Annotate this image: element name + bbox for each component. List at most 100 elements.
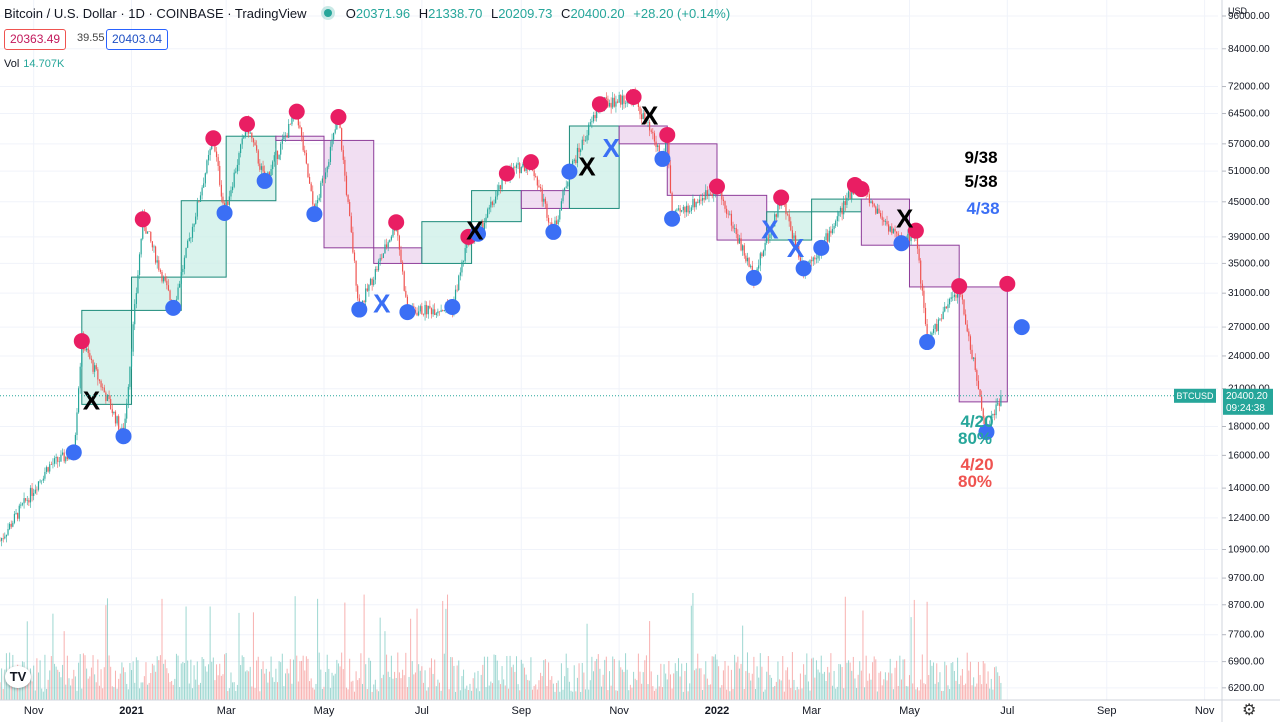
candle-body (368, 284, 370, 291)
volume-bar (276, 682, 278, 700)
volume-bar (355, 671, 357, 700)
candle-body (851, 190, 853, 199)
volume-bar (68, 678, 70, 700)
gear-icon[interactable]: ⚙ (1242, 702, 1257, 719)
candle-body (655, 141, 657, 147)
candle-body (204, 173, 206, 184)
volume-bar (997, 672, 999, 700)
candle-body (953, 294, 955, 297)
candle-body (665, 142, 667, 154)
volume-bar (114, 670, 116, 700)
volume-bar (734, 654, 736, 700)
volume-bar (706, 678, 708, 700)
volume-bar (639, 671, 641, 700)
candle-body (708, 193, 710, 197)
volume-bar (694, 670, 696, 700)
volume-bar (116, 688, 118, 700)
candle-body (798, 246, 800, 258)
volume-bar (751, 673, 753, 700)
volume-bar (820, 655, 822, 700)
high-marker (288, 103, 305, 120)
candle-body (58, 461, 60, 463)
volume-bar (442, 600, 444, 700)
volume-bar (677, 658, 679, 700)
volume-bar (819, 672, 821, 700)
candle-body (533, 170, 535, 177)
volume-bar (95, 682, 97, 700)
candle-body (883, 219, 885, 222)
volume-bar (647, 684, 649, 700)
candle-body (791, 230, 793, 239)
stat-top2: 5/38 (964, 172, 997, 191)
volume-bar (936, 663, 938, 700)
candle-body (884, 221, 887, 222)
volume-bar (504, 685, 506, 700)
volume-bar (710, 684, 712, 700)
volume-bar (395, 677, 397, 700)
candle-body (658, 145, 660, 154)
candle-body (750, 265, 752, 267)
volume-bar (916, 687, 918, 700)
volume-bar (289, 659, 291, 700)
candle-body (50, 464, 52, 465)
candle-body (1, 538, 3, 541)
volume-bar (477, 670, 479, 700)
candle-body (623, 95, 625, 104)
candle-body (969, 336, 972, 350)
volume-bar (46, 688, 48, 700)
volume-bar (923, 683, 925, 700)
candle-body (793, 235, 795, 239)
volume-bar (198, 684, 200, 700)
candle-body (151, 241, 153, 248)
symbol-title[interactable]: Bitcoin / U.S. Dollar · 1D · COINBASE · … (4, 6, 307, 21)
market-status-icon (324, 9, 333, 17)
candle-body (159, 269, 162, 272)
volume-bar (60, 677, 62, 700)
candle-body (703, 198, 705, 200)
candle-body (270, 169, 272, 176)
volume-bar (669, 674, 671, 700)
candle-body (4, 536, 6, 539)
x-mark: X (641, 100, 659, 130)
candle-body (921, 283, 923, 291)
time-tick-label: Sep (1097, 705, 1117, 717)
volume-bar (645, 655, 647, 700)
candle-body (876, 208, 878, 214)
volume-legend[interactable]: Vol 14.707K (4, 58, 64, 70)
volume-bar (509, 655, 511, 700)
candle-body (626, 100, 628, 104)
volume-bar (868, 673, 870, 700)
candle-body (835, 221, 837, 226)
volume-bar (320, 669, 322, 700)
volume-bar (301, 660, 303, 700)
volume-bar (580, 691, 582, 700)
volume-bar (0, 682, 1, 700)
candle-body (129, 366, 131, 387)
volume-bar (334, 673, 336, 700)
volume-bar (559, 691, 561, 700)
candle-body (53, 458, 56, 464)
volume-bar (264, 673, 266, 700)
candle-body (774, 214, 776, 227)
candle-body (325, 172, 327, 180)
tradingview-logo-icon[interactable]: TV (5, 666, 31, 688)
candle-body (233, 172, 235, 187)
volume-bar (203, 658, 205, 700)
candle-body (722, 199, 725, 202)
volume-bar (179, 687, 181, 700)
volume-bar (649, 621, 651, 700)
candle-body (974, 357, 976, 371)
volume-bar (424, 670, 426, 700)
sell-price-button[interactable]: 20363.49 (4, 29, 67, 50)
volume-bar (727, 665, 729, 700)
volume-bar (89, 676, 91, 700)
buy-price-button[interactable]: 20403.04 (106, 29, 169, 50)
candle-body (81, 335, 83, 367)
volume-bar (2, 688, 4, 700)
candle-body (790, 221, 792, 231)
candle-body (105, 392, 107, 402)
volume-bar (175, 653, 177, 700)
candle-body (118, 416, 120, 430)
candle-body (952, 296, 954, 298)
